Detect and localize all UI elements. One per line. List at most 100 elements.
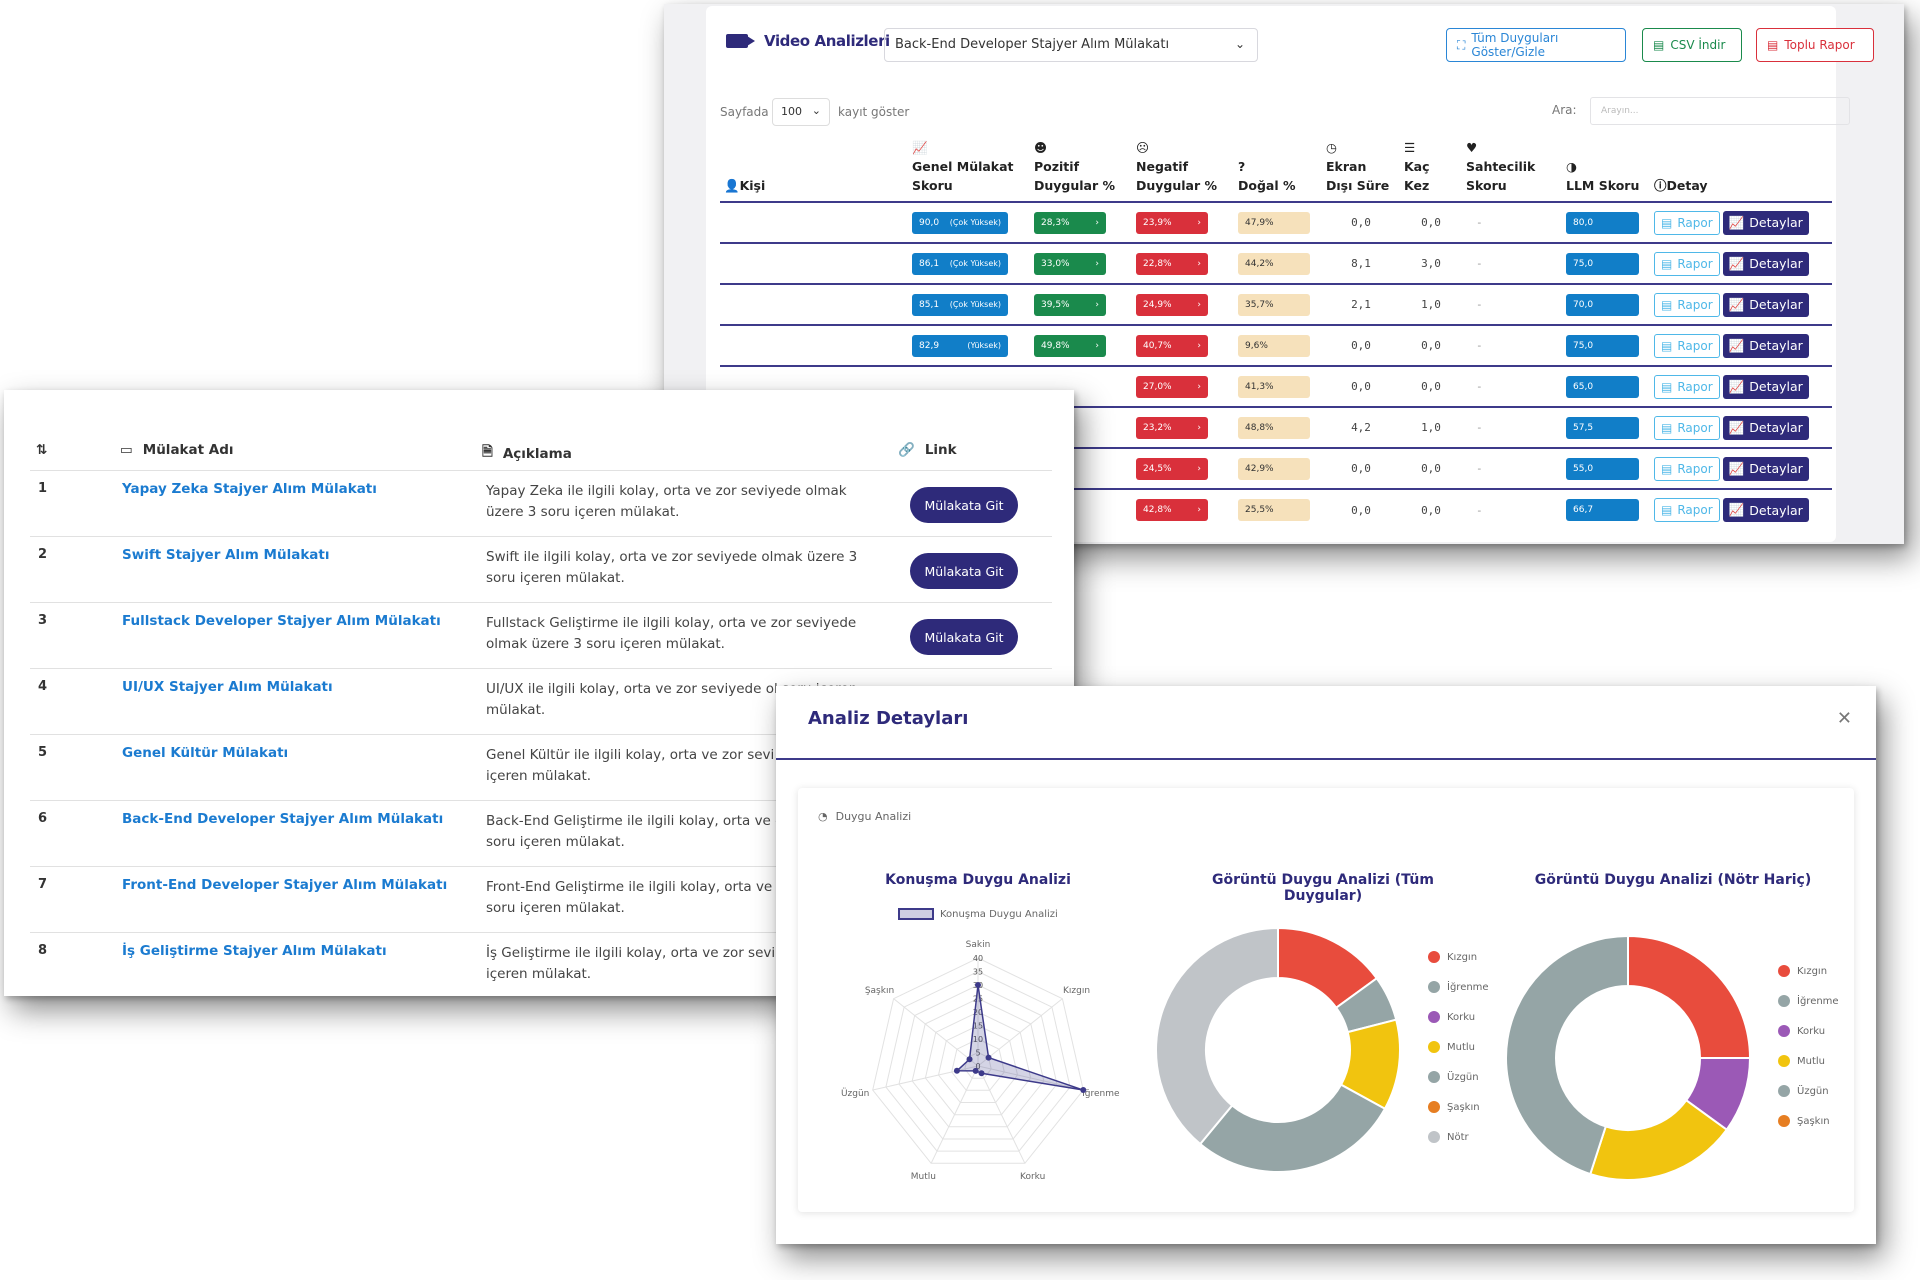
interview-name-link[interactable]: Fullstack Developer Stajyer Alım Mülakat… <box>122 613 441 629</box>
col-header-natural[interactable]: ? Doğal % <box>1238 159 1296 193</box>
search-input[interactable]: Arayın... <box>1590 97 1850 125</box>
section-label: Duygu Analizi <box>835 810 912 823</box>
radar-legend-swatch <box>898 908 934 920</box>
col-header-positive[interactable]: ☻ Pozitif Duygular % <box>1034 140 1116 193</box>
details-button[interactable]: 📈 Detaylar <box>1722 210 1809 235</box>
row-number: 1 <box>38 481 48 496</box>
score-badge: 85,1 (Çok Yüksek) <box>912 293 1008 316</box>
times-cell: 0,0 <box>1400 447 1462 489</box>
radar-tick-label: 20 <box>973 1008 983 1017</box>
details-button[interactable]: 📈 Detaylar <box>1722 333 1809 358</box>
positive-badge[interactable]: 49,8% › <box>1034 334 1106 357</box>
col-header-offscreen[interactable]: ◷ Ekran Dışı Süre <box>1326 140 1390 193</box>
row-number: 5 <box>38 745 48 760</box>
col-header-person[interactable]: 👤Kişi <box>724 178 766 193</box>
per-page-select[interactable]: 100 ⌄ <box>772 98 830 126</box>
legend-swatch <box>1428 1011 1440 1023</box>
go-to-interview-button[interactable]: Mülakata Git <box>910 553 1018 589</box>
col-header-score[interactable]: 📈 Genel Mülakat Skoru <box>912 140 1014 193</box>
interview-select[interactable]: Back-End Developer Stajyer Alım Mülakatı… <box>884 28 1258 62</box>
interview-name-link[interactable]: Genel Kültür Mülakatı <box>122 745 289 761</box>
col-header-interview-name: ▭ Mülakat Adı <box>120 442 234 458</box>
legend-item[interactable]: Korku <box>1778 1016 1839 1046</box>
bulk-report-button[interactable]: ▤ Toplu Rapor <box>1756 28 1874 62</box>
details-button[interactable]: 📈 Detaylar <box>1722 456 1809 481</box>
legend-item[interactable]: Üzgün <box>1428 1062 1489 1092</box>
negative-badge[interactable]: 23,9% › <box>1136 211 1208 234</box>
legend-item[interactable]: Şaşkın <box>1778 1106 1839 1136</box>
negative-badge[interactable]: 40,7% › <box>1136 334 1208 357</box>
details-button[interactable]: 📈 Detaylar <box>1722 374 1809 399</box>
legend-item[interactable]: İğrenme <box>1778 986 1839 1016</box>
interview-name-link[interactable]: UI/UX Stajyer Alım Mülakatı <box>122 679 333 695</box>
interview-name-link[interactable]: Swift Stajyer Alım Mülakatı <box>122 547 330 563</box>
negative-badge[interactable]: 27,0% › <box>1136 375 1208 398</box>
llm-badge: 75,0 <box>1566 252 1639 275</box>
row-number: 6 <box>38 811 48 826</box>
times-cell: 0,0 <box>1400 488 1462 530</box>
legend-item[interactable]: Kızgın <box>1428 942 1489 972</box>
legend-item[interactable]: Mutlu <box>1428 1032 1489 1062</box>
positive-badge[interactable]: 39,5% › <box>1034 293 1106 316</box>
report-button[interactable]: ▤ Rapor <box>1654 498 1720 522</box>
negative-badge[interactable]: 24,5% › <box>1136 457 1208 480</box>
go-to-interview-button[interactable]: Mülakata Git <box>910 619 1018 655</box>
legend-item[interactable]: Nötr <box>1428 1122 1489 1152</box>
details-button[interactable]: 📈 Detaylar <box>1722 251 1809 276</box>
details-button[interactable]: 📈 Detaylar <box>1722 415 1809 440</box>
col-header-negative[interactable]: ☹ Negatif Duygular % <box>1136 140 1218 193</box>
interview-name-link[interactable]: Back-End Developer Stajyer Alım Mülakatı <box>122 811 444 827</box>
csv-label: CSV İndir <box>1670 38 1726 52</box>
chart-icon: 📈 <box>1728 255 1745 271</box>
csv-download-button[interactable]: ▤ CSV İndir <box>1642 28 1742 62</box>
report-button[interactable]: ▤ Rapor <box>1654 251 1720 276</box>
llm-badge: 80,0 <box>1566 211 1639 234</box>
col-header-times[interactable]: ☰ Kaç Kez <box>1404 140 1430 193</box>
chevron-right-icon: › <box>1095 217 1099 228</box>
close-icon[interactable]: ✕ <box>1836 708 1852 729</box>
legend-label: Korku <box>1797 1025 1826 1037</box>
positive-badge[interactable]: 33,0% › <box>1034 252 1106 275</box>
legend-item[interactable]: Mutlu <box>1778 1046 1839 1076</box>
go-to-interview-button[interactable]: Mülakata Git <box>910 487 1018 523</box>
radar-legend[interactable]: Konuşma Duygu Analizi <box>898 908 1058 920</box>
legend-item[interactable]: Şaşkın <box>1428 1092 1489 1122</box>
report-button[interactable]: ▤ Rapor <box>1654 292 1720 317</box>
sort-icon[interactable]: ⇅ <box>36 442 48 458</box>
positive-badge[interactable]: 28,3% › <box>1034 211 1106 234</box>
radar-grid-ring <box>924 1011 1032 1116</box>
natural-badge: 47,9% <box>1238 211 1310 234</box>
interview-description: Swift ile ilgili kolay, orta ve zor sevi… <box>486 549 858 586</box>
report-button[interactable]: ▤ Rapor <box>1654 456 1720 481</box>
file-icon: ▤ <box>1661 420 1673 435</box>
radar-point <box>1080 1087 1087 1094</box>
report-button[interactable]: ▤ Rapor <box>1654 210 1720 235</box>
legend-item[interactable]: Kızgın <box>1778 956 1839 986</box>
interview-name-link[interactable]: Yapay Zeka Stajyer Alım Mülakatı <box>122 481 377 497</box>
report-button[interactable]: ▤ Rapor <box>1654 333 1720 358</box>
times-cell: 3,0 <box>1400 242 1462 284</box>
details-button[interactable]: 📈 Detaylar <box>1722 292 1809 317</box>
report-button[interactable]: ▤ Rapor <box>1654 415 1720 440</box>
legend-label: İğrenme <box>1447 981 1489 993</box>
list-icon: ☰ <box>1404 140 1416 155</box>
person-cell <box>720 324 908 366</box>
person-cell <box>720 201 908 243</box>
negative-badge[interactable]: 42,8% › <box>1136 499 1208 521</box>
negative-badge[interactable]: 23,2% › <box>1136 416 1208 439</box>
report-button[interactable]: ▤ Rapor <box>1654 374 1720 399</box>
col-header-fraud[interactable]: ♥ Sahtecilik Skoru <box>1466 140 1536 193</box>
interview-name-link[interactable]: Front-End Developer Stajyer Alım Mülakat… <box>122 877 448 893</box>
legend-item[interactable]: Korku <box>1428 1002 1489 1032</box>
legend-item[interactable]: İğrenme <box>1428 972 1489 1002</box>
toggle-all-emotions-button[interactable]: ⛶ Tüm Duyguları Göster/Gizle <box>1446 28 1626 62</box>
legend-item[interactable]: Üzgün <box>1778 1076 1839 1106</box>
user-icon: 👤 <box>724 178 740 193</box>
interview-name-link[interactable]: İş Geliştirme Stajyer Alım Mülakatı <box>122 943 387 959</box>
llm-cell: 80,0 <box>1562 201 1650 243</box>
details-button[interactable]: 📈 Detaylar <box>1722 498 1809 522</box>
negative-badge[interactable]: 22,8% › <box>1136 252 1208 275</box>
radar-spoke <box>977 1065 1026 1164</box>
negative-badge[interactable]: 24,9% › <box>1136 293 1208 316</box>
col-header-llm[interactable]: ◑ LLM Skoru <box>1566 159 1640 193</box>
